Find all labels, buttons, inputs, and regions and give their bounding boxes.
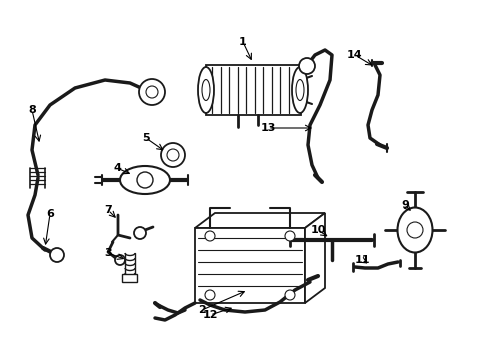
- Text: 8: 8: [28, 105, 36, 115]
- Text: 6: 6: [46, 209, 54, 219]
- Circle shape: [406, 222, 422, 238]
- Text: 14: 14: [346, 50, 362, 60]
- Ellipse shape: [295, 80, 304, 100]
- Ellipse shape: [397, 207, 431, 252]
- Circle shape: [146, 86, 158, 98]
- Circle shape: [285, 290, 294, 300]
- Text: 7: 7: [104, 205, 112, 215]
- Bar: [122, 274, 137, 282]
- Text: 12: 12: [202, 310, 217, 320]
- Text: 11: 11: [353, 255, 369, 265]
- Ellipse shape: [198, 67, 214, 113]
- Circle shape: [137, 172, 153, 188]
- Circle shape: [204, 231, 215, 241]
- Ellipse shape: [120, 166, 170, 194]
- Circle shape: [204, 290, 215, 300]
- Ellipse shape: [202, 80, 209, 100]
- Text: 3: 3: [104, 248, 112, 258]
- Circle shape: [298, 58, 314, 74]
- Text: 10: 10: [310, 225, 325, 235]
- Circle shape: [167, 149, 179, 161]
- Text: 2: 2: [198, 305, 205, 315]
- Circle shape: [285, 231, 294, 241]
- Polygon shape: [195, 213, 325, 228]
- Bar: [205, 65, 301, 115]
- Ellipse shape: [291, 67, 307, 113]
- Polygon shape: [305, 213, 325, 303]
- Text: 4: 4: [113, 163, 121, 173]
- Circle shape: [139, 79, 164, 105]
- Polygon shape: [195, 228, 305, 303]
- Circle shape: [161, 143, 184, 167]
- Circle shape: [134, 227, 146, 239]
- Text: 1: 1: [239, 37, 246, 47]
- Text: 13: 13: [260, 123, 275, 133]
- Circle shape: [50, 248, 64, 262]
- Text: 5: 5: [142, 133, 149, 143]
- Circle shape: [115, 255, 125, 265]
- Text: 9: 9: [400, 200, 408, 210]
